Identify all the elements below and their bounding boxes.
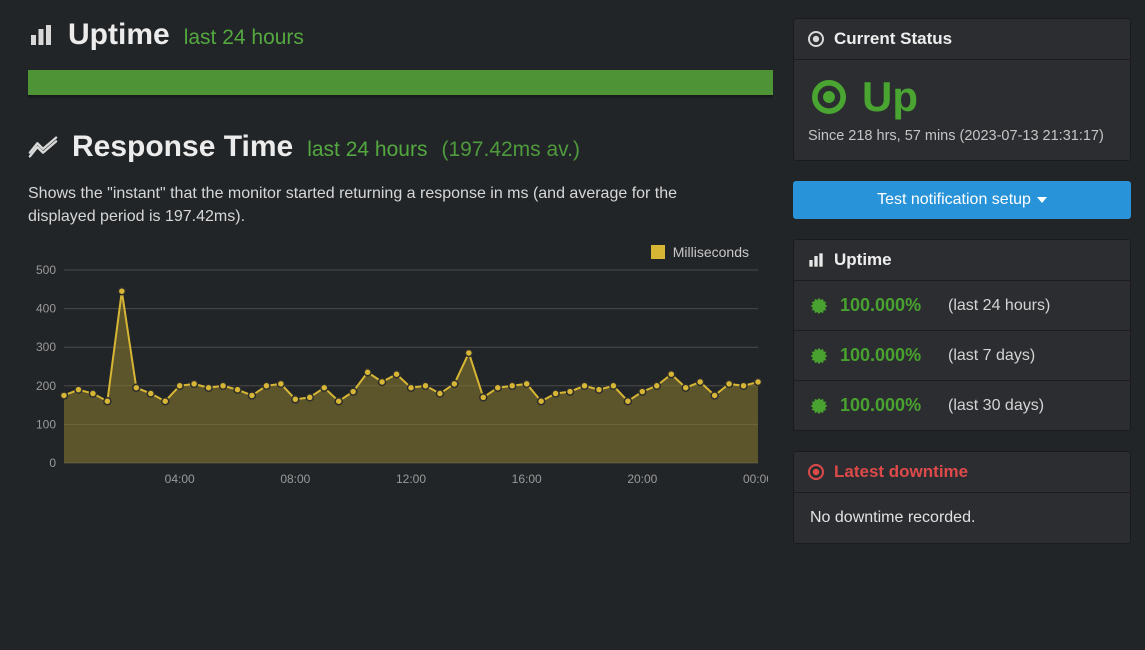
svg-text:200: 200 <box>36 379 56 393</box>
status-since: Since 218 hrs, 57 mins (2023-07-13 21:31… <box>808 128 1116 144</box>
uptime-pct: 100.000% <box>840 295 936 316</box>
legend-label: Milliseconds <box>673 244 749 260</box>
svg-text:400: 400 <box>36 302 56 316</box>
burst-icon <box>810 347 828 365</box>
svg-text:04:00: 04:00 <box>165 472 195 486</box>
response-title: Response Time <box>72 130 293 164</box>
uptime-heading: Uptime last 24 hours <box>28 18 773 52</box>
downtime-panel: Latest downtime No downtime recorded. <box>793 451 1131 544</box>
status-label: Up <box>862 76 918 118</box>
svg-text:20:00: 20:00 <box>627 472 657 486</box>
response-description: Shows the "instant" that the monitor sta… <box>28 182 738 228</box>
response-chart[interactable]: 0 100 200 300 400 500 04:00 08:00 12:00 16:00 20:0… <box>28 264 768 489</box>
dashboard-root: Uptime last 24 hours Response Time last … <box>0 0 1145 562</box>
uptime-pct: 100.000% <box>840 345 936 366</box>
uptime-title: Uptime <box>68 18 170 52</box>
uptime-row: 100.000% (last 30 days) <box>794 380 1130 430</box>
svg-text:16:00: 16:00 <box>512 472 542 486</box>
trend-icon <box>28 134 58 160</box>
test-notification-button[interactable]: Test notification setup <box>793 181 1131 219</box>
test-notification-label: Test notification setup <box>877 191 1031 209</box>
svg-text:08:00: 08:00 <box>280 472 310 486</box>
status-panel-header: Current Status <box>794 19 1130 60</box>
status-panel: Current Status Up Since 218 hrs, 57 mins… <box>793 18 1131 161</box>
record-icon <box>808 31 824 47</box>
bars-icon <box>808 252 824 268</box>
svg-text:00:00: 00:00 <box>743 472 768 486</box>
svg-text:500: 500 <box>36 264 56 277</box>
bars-icon <box>28 23 54 47</box>
chart-legend: Milliseconds <box>28 244 773 260</box>
uptime-panel-header: Uptime <box>794 240 1130 281</box>
uptime-row: 100.000% (last 24 hours) <box>794 281 1130 330</box>
uptime-panel-title: Uptime <box>834 250 892 270</box>
response-chart-container: Milliseconds 0 100 200 300 400 500 04:00 08:00 1… <box>28 244 773 489</box>
caret-down-icon <box>1037 195 1047 205</box>
main-column: Uptime last 24 hours Response Time last … <box>28 18 773 544</box>
response-avg: (197.42ms av.) <box>441 138 580 162</box>
downtime-body: No downtime recorded. <box>794 493 1130 543</box>
uptime-period: (last 30 days) <box>948 397 1044 415</box>
uptime-pct: 100.000% <box>840 395 936 416</box>
svg-text:12:00: 12:00 <box>396 472 426 486</box>
downtime-panel-header: Latest downtime <box>794 452 1130 493</box>
legend-swatch <box>651 245 665 259</box>
response-subtitle: last 24 hours <box>307 138 427 162</box>
status-up-row: Up <box>808 70 1116 128</box>
uptime-panel: Uptime 100.000% (last 24 hours) 100.000% (l… <box>793 239 1131 431</box>
uptime-rows: 100.000% (last 24 hours) 100.000% (last 7 d… <box>794 281 1130 430</box>
svg-text:0: 0 <box>49 456 56 470</box>
status-block: Up Since 218 hrs, 57 mins (2023-07-13 21… <box>794 60 1130 160</box>
downtime-panel-title: Latest downtime <box>834 462 968 482</box>
svg-text:100: 100 <box>36 418 56 432</box>
uptime-period: (last 24 hours) <box>948 297 1050 315</box>
record-icon <box>808 464 824 480</box>
burst-icon <box>812 80 846 114</box>
status-panel-title: Current Status <box>834 29 952 49</box>
svg-text:300: 300 <box>36 341 56 355</box>
uptime-period: (last 7 days) <box>948 347 1035 365</box>
burst-icon <box>810 297 828 315</box>
side-column: Current Status Up Since 218 hrs, 57 mins… <box>793 18 1131 544</box>
burst-icon <box>810 397 828 415</box>
uptime-subtitle: last 24 hours <box>184 26 304 50</box>
uptime-bar <box>28 70 773 96</box>
uptime-row: 100.000% (last 7 days) <box>794 330 1130 380</box>
response-heading: Response Time last 24 hours (197.42ms av… <box>28 130 773 164</box>
